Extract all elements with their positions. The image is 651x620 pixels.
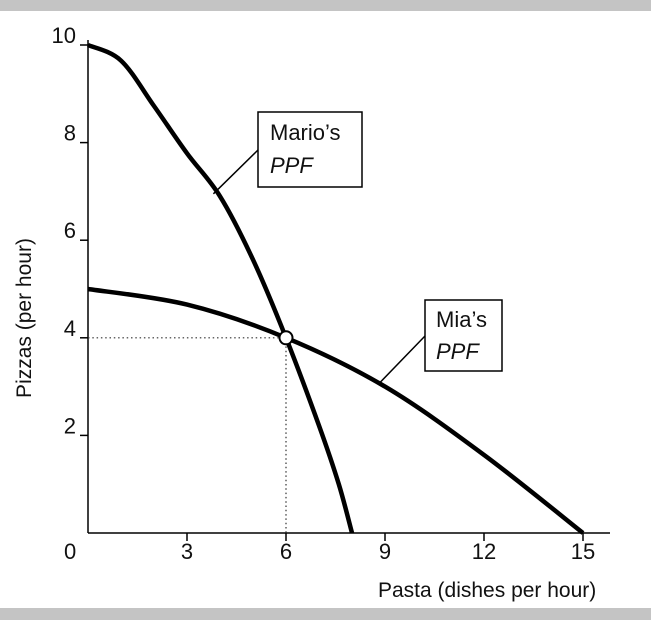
y-tick-label-2: 2 [64,413,76,438]
y-tick-label-4: 4 [64,316,76,341]
callout-leader-mia [377,335,426,385]
top-border-bar [0,0,651,11]
origin-label: 0 [64,539,76,564]
x-tick-label-6: 6 [280,539,292,564]
x-tick-label-3: 3 [181,539,193,564]
x-tick-label-15: 15 [571,539,595,564]
bottom-border-bar [0,608,651,620]
y-axis-label: Pizzas (per hour) [13,238,36,398]
series-line-mias-ppf [87,286,585,535]
callout-mia-line2: PPF [436,339,480,364]
y-tick-label-6: 6 [64,218,76,243]
series-line-marios-ppf [87,42,355,534]
callout-box-mario [257,111,363,188]
callout-leader-mario [212,149,259,195]
callout-mario-line2: PPF [270,153,314,178]
x-tick-label-9: 9 [379,539,391,564]
intersection-point [278,330,294,346]
x-axis-label: Pasta (dishes per hour) [378,579,596,602]
callout-box-mia [424,299,503,372]
y-tick-label-10: 10 [52,23,76,48]
y-tick-label-8: 8 [64,121,76,146]
x-tick-label-12: 12 [472,539,496,564]
callout-mario-line1: Mario’s [270,120,341,145]
tick-group: 3 6 9 12 15 2 4 6 8 10 [52,23,596,564]
callout-mia-line1: Mia’s [436,307,487,332]
